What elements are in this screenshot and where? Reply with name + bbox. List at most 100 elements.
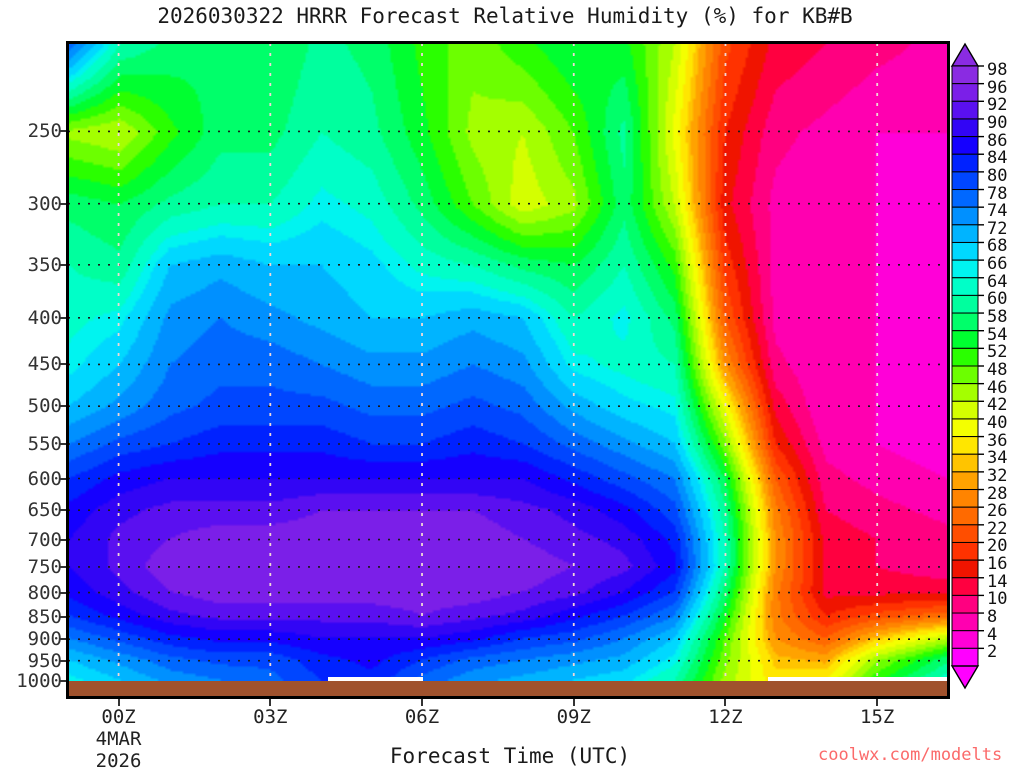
y-axis-tick-label: 500 <box>27 395 62 418</box>
humidity-contour-field <box>68 43 948 697</box>
colorbar-tick-label: 42 <box>987 395 1008 416</box>
colorbar-swatch[interactable] <box>951 206 979 226</box>
y-axis-tick-label: 300 <box>27 192 62 215</box>
colorbar-swatch[interactable] <box>951 524 979 543</box>
colorbar-tick-label: 54 <box>987 324 1008 345</box>
colorbar-swatch[interactable] <box>951 136 979 155</box>
y-axis-tick <box>60 443 67 445</box>
colorbar-swatch[interactable] <box>951 65 979 85</box>
x-axis-tick <box>269 699 272 706</box>
colorbar-swatch[interactable] <box>951 294 979 314</box>
colorbar-swatch[interactable] <box>951 330 979 349</box>
colorbar-tick-label: 68 <box>987 236 1008 257</box>
colorbar-swatch[interactable] <box>951 312 979 332</box>
colorbar-swatch[interactable] <box>951 383 979 402</box>
x-axis-tick-label: 00Z <box>101 706 136 728</box>
colorbar-tick-label: 84 <box>987 148 1008 169</box>
x-axis-tick-label: 03Z <box>253 706 288 728</box>
y-axis-tick-label: 400 <box>27 306 62 329</box>
y-axis-tick <box>60 202 67 205</box>
colorbar-tick-label: 10 <box>987 589 1008 610</box>
x-axis-tick-label: 06Z <box>404 706 440 728</box>
colorbar-swatch[interactable] <box>951 453 979 473</box>
colorbar-swatch[interactable] <box>951 83 979 102</box>
colorbar-swatch[interactable] <box>951 559 979 579</box>
x-axis-tick <box>572 699 575 706</box>
colorbar-swatch[interactable] <box>951 100 979 120</box>
y-axis-tick <box>60 363 67 366</box>
x-axis-tick-label: 15Z <box>860 706 895 728</box>
colorbar-tick-label: 48 <box>987 360 1008 380</box>
colorbar-swatches[interactable] <box>950 40 1024 700</box>
x-axis-tick-label: 12Z <box>708 706 743 728</box>
colorbar-swatch[interactable] <box>951 436 979 455</box>
y-axis-tick-label: 250 <box>27 120 62 143</box>
colorbar-tick-label: 92 <box>987 95 1008 116</box>
colorbar-tick-label: 8 <box>987 607 998 628</box>
colorbar-tick-label: 86 <box>987 130 1008 151</box>
colorbar-swatch[interactable] <box>951 418 979 438</box>
colorbar-tick-label: 22 <box>987 518 1008 539</box>
colorbar-swatch[interactable] <box>951 277 979 296</box>
colorbar-tick-label: 96 <box>987 77 1008 98</box>
colorbar-tick-label: 60 <box>987 289 1008 310</box>
x-axis-title: Forecast Time (UTC) <box>389 744 631 768</box>
colorbar-swatch[interactable] <box>951 347 979 367</box>
colorbar-swatch[interactable] <box>951 506 979 526</box>
colorbar-swatch[interactable] <box>951 577 979 596</box>
colorbar-tick-label: 4 <box>987 624 998 645</box>
colorbar-extend-top-arrow <box>950 42 980 67</box>
y-axis-tick <box>60 538 67 541</box>
colorbar-swatch[interactable] <box>951 489 979 508</box>
colorbar-swatch[interactable] <box>951 612 979 632</box>
colorbar-tick-label: 78 <box>987 183 1008 204</box>
y-axis-tick <box>60 405 67 408</box>
page-title: 2026030322 HRRR Forecast Relative Humidi… <box>157 4 853 28</box>
colorbar-swatch[interactable] <box>951 400 979 420</box>
colorbar-tick-label: 46 <box>987 377 1008 398</box>
colorbar-tick-label: 90 <box>987 112 1008 133</box>
colorbar[interactable]: 98 96 92 90 86 84 80 78 74 72 68 66 64 60 58 54 52 48 46 42… <box>950 40 1024 700</box>
colorbar-swatch[interactable] <box>951 189 979 208</box>
colorbar-swatch[interactable] <box>951 241 979 261</box>
colorbar-swatch[interactable] <box>951 594 979 614</box>
x-axis-tick-label: 09Z <box>556 706 591 728</box>
y-axis-tick-label: 600 <box>27 467 62 490</box>
plot-area <box>68 43 948 697</box>
watermark-credit: coolwx.com/modelts <box>818 745 1003 765</box>
surface-marker <box>768 677 898 681</box>
colorbar-tick-label: 2 <box>987 642 998 663</box>
x-axis-tick <box>117 699 120 706</box>
colorbar-tick-label: 58 <box>987 307 1008 328</box>
x-axis-tick <box>724 699 727 706</box>
colorbar-tick-label: 32 <box>987 465 1008 486</box>
x-axis-date-stamp: 4MAR 2026 <box>95 728 142 772</box>
y-axis-tick <box>60 565 67 568</box>
colorbar-tick-label: 64 <box>987 271 1008 292</box>
colorbar-tick-label: 16 <box>987 554 1008 575</box>
colorbar-tick-label: 72 <box>987 218 1008 239</box>
colorbar-swatch[interactable] <box>951 171 979 191</box>
colorbar-swatch[interactable] <box>951 153 979 173</box>
y-axis-tick-label: 700 <box>27 528 62 551</box>
colorbar-tick-label: 52 <box>987 342 1008 363</box>
colorbar-tick-label: 36 <box>987 430 1008 451</box>
colorbar-swatch[interactable] <box>951 259 979 279</box>
colorbar-swatch[interactable] <box>951 647 979 667</box>
colorbar-tick-label: 74 <box>987 201 1008 222</box>
colorbar-swatch[interactable] <box>951 118 979 138</box>
colorbar-tick-label: 98 <box>987 60 1008 80</box>
colorbar-swatch[interactable] <box>951 365 979 385</box>
colorbar-tick-label: 80 <box>987 165 1008 186</box>
colorbar-swatch[interactable] <box>951 630 979 649</box>
colorbar-extend-bottom-arrow <box>950 665 980 690</box>
colorbar-tick-label: 40 <box>987 412 1008 433</box>
colorbar-tick-label: 34 <box>987 448 1008 469</box>
colorbar-swatch[interactable] <box>951 224 979 243</box>
colorbar-swatch[interactable] <box>951 471 979 491</box>
x-axis-tick <box>876 699 879 706</box>
colorbar-tick-label: 20 <box>987 536 1008 557</box>
y-axis-tick-label: 450 <box>27 353 62 376</box>
colorbar-swatch[interactable] <box>951 541 979 561</box>
